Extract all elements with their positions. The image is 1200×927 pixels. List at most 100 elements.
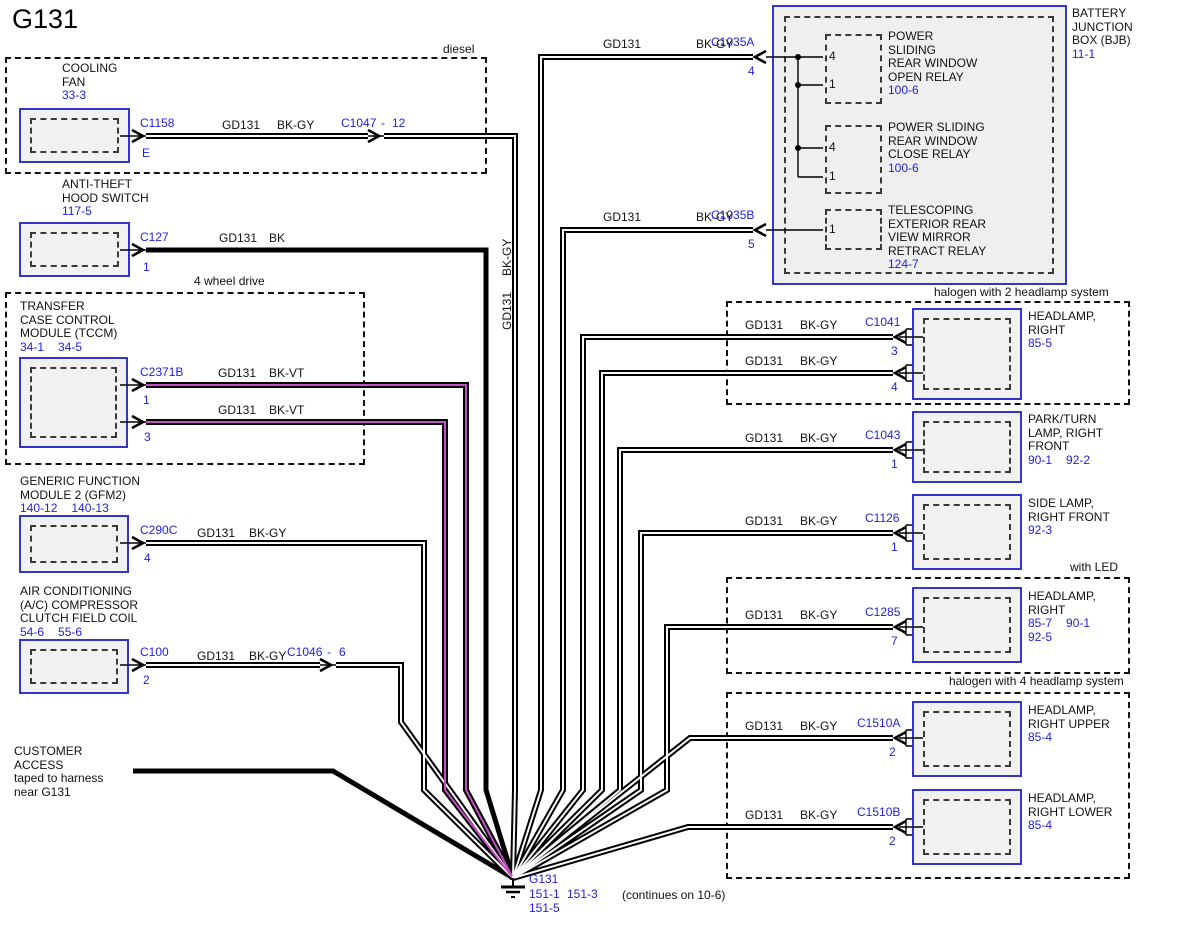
connector-dash: - [327, 645, 331, 659]
anti-theft-label: ANTI-THEFT HOOD SWITCH 117-5 [62, 177, 149, 218]
wire-c1035a [510, 54, 753, 879]
gfm2-box [19, 515, 129, 573]
headlamp-right-led-label: HEADLAMP, RIGHT 85-7 90-1 92-5 [1028, 589, 1096, 644]
page-ref: 34-5 [58, 339, 83, 354]
wire-color-label: BK-GY [249, 526, 287, 540]
page-ref: 92-3 [1028, 523, 1053, 537]
pin-label: 3 [891, 344, 898, 358]
region-label-with-led: with LED [1070, 560, 1119, 574]
anti-theft-box [19, 222, 130, 277]
connector-c290c: C290C [140, 523, 178, 537]
relay-pin: 1 [829, 169, 836, 183]
cooling-fan-box [19, 108, 130, 163]
connector-c2371b: C2371B [140, 365, 184, 379]
circuit-label: GD131 [603, 37, 642, 51]
headlamp-right-2hl-box [912, 308, 1022, 400]
circuit-label: GD131 [745, 608, 784, 622]
region-label-diesel: diesel [443, 42, 475, 56]
wire-color-label: BK-GY [800, 808, 838, 822]
headlamp-right-2hl-label: HEADLAMP, RIGHT 85-5 [1028, 309, 1096, 350]
ground-ref: 151-3 [567, 887, 598, 901]
circuit-label: GD131 [218, 366, 257, 380]
pin-label: 1 [891, 457, 898, 471]
headlamp-right-upper-box [912, 701, 1022, 777]
bjb-label: BATTERY JUNCTION BOX (BJB) 11-1 [1072, 6, 1133, 61]
page-title: G131 [12, 4, 79, 34]
headlamp-right-2hl-inner [923, 318, 1011, 390]
ground-ref: 151-5 [529, 901, 560, 915]
ac-clutch-inner [30, 649, 118, 684]
pin-label: 1 [143, 260, 150, 274]
page-ref: 92-2 [1066, 452, 1091, 467]
gfm2-inner [30, 525, 118, 563]
park-turn-lamp-inner [923, 421, 1011, 473]
headlamp-right-upper-inner [923, 711, 1011, 767]
cooling-fan-inner [30, 118, 119, 153]
circuit-label: GD131 [222, 118, 261, 132]
telescoping-relay-label: TELESCOPING EXTERIOR REAR VIEW MIRROR RE… [888, 203, 987, 271]
circuit-label: GD131 [745, 318, 784, 332]
page-ref: 85-7 [1028, 616, 1053, 630]
pin-label: 1 [143, 393, 150, 407]
pin-label: 2 [889, 745, 896, 759]
headlamp-right-lower-inner [923, 799, 1011, 855]
anti-theft-inner [30, 232, 119, 267]
page-ref: 90-1 [1028, 452, 1053, 467]
page-ref: 85-4 [1028, 818, 1053, 832]
pin-label: E [142, 146, 151, 160]
wire-color-label: BK [269, 231, 286, 245]
connector-c1041: C1041 [865, 315, 901, 329]
connector-arrow [892, 525, 907, 541]
circuit-label: GD131 [745, 719, 784, 733]
page-ref: 34-1 [20, 339, 45, 354]
page-ref: 140-12 [20, 501, 58, 515]
headlamp-right-lower-box [912, 789, 1022, 865]
headlamp-right-led-box [912, 587, 1022, 663]
page-ref: 92-5 [1028, 629, 1053, 644]
connector-c127: C127 [140, 230, 169, 244]
vertical-wire-label: GD131BK-GY [500, 238, 514, 330]
close-relay-box [825, 125, 882, 194]
wire-color-label: BK-GY [800, 608, 838, 622]
relay-pin: 4 [829, 49, 836, 63]
page-ref: 90-1 [1066, 616, 1091, 630]
circuit-label: GD131 [603, 210, 642, 224]
page-ref: 100-6 [888, 160, 919, 175]
pin-label: 4 [891, 380, 898, 394]
pin-label: 5 [748, 237, 755, 251]
connector-arrow [319, 657, 334, 673]
relay-pin: 4 [829, 140, 836, 154]
connector-dash: - [381, 116, 385, 130]
circuit-label: GD131 [745, 514, 784, 528]
tccm-label: TRANSFER CASE CONTROL MODULE (TCCM) 34-1… [20, 299, 118, 354]
pin-label: 1 [891, 540, 898, 554]
wire-ac-clutch [146, 662, 516, 880]
connector-c100: C100 [140, 645, 169, 659]
tccm-inner [30, 367, 117, 438]
cooling-fan-label: COOLING FAN 33-3 [62, 61, 118, 102]
circuit-label: GD131 [218, 403, 257, 417]
circuit-label: GD131 [745, 354, 784, 368]
page-ref: 140-13 [71, 501, 109, 515]
ground-ref: 151-1 [529, 887, 560, 901]
connector-c1126: C1126 [865, 511, 900, 525]
connector-c1043: C1043 [865, 428, 901, 442]
continuation-note: (continues on 10-6) [622, 888, 726, 902]
connector-c1510b: C1510B [857, 805, 901, 819]
connector-pin: 12 [392, 116, 406, 130]
connector-c1035a: C1035A [711, 35, 755, 49]
page-ref: 11-1 [1072, 46, 1096, 61]
customer-access-label: CUSTOMER ACCESS taped to harness near G1… [14, 744, 104, 799]
circuit-label: GD131 [745, 808, 784, 822]
close-relay-label: POWER SLIDING REAR WINDOW CLOSE RELAY 10… [888, 120, 985, 175]
connector-arrow [752, 49, 767, 65]
relay-pin: 1 [829, 77, 836, 91]
side-lamp-box [912, 494, 1022, 570]
gfm2-label: GENERIC FUNCTION MODULE 2 (GFM2) 140-12 1… [20, 474, 140, 515]
ground-label: G131 [529, 872, 559, 886]
pin-label: 7 [891, 634, 898, 648]
wire-color-label: BK-GY [800, 318, 838, 332]
pin-label: 4 [144, 551, 151, 565]
open-relay-label: POWER SLIDING REAR WINDOW OPEN RELAY 100… [888, 29, 978, 97]
